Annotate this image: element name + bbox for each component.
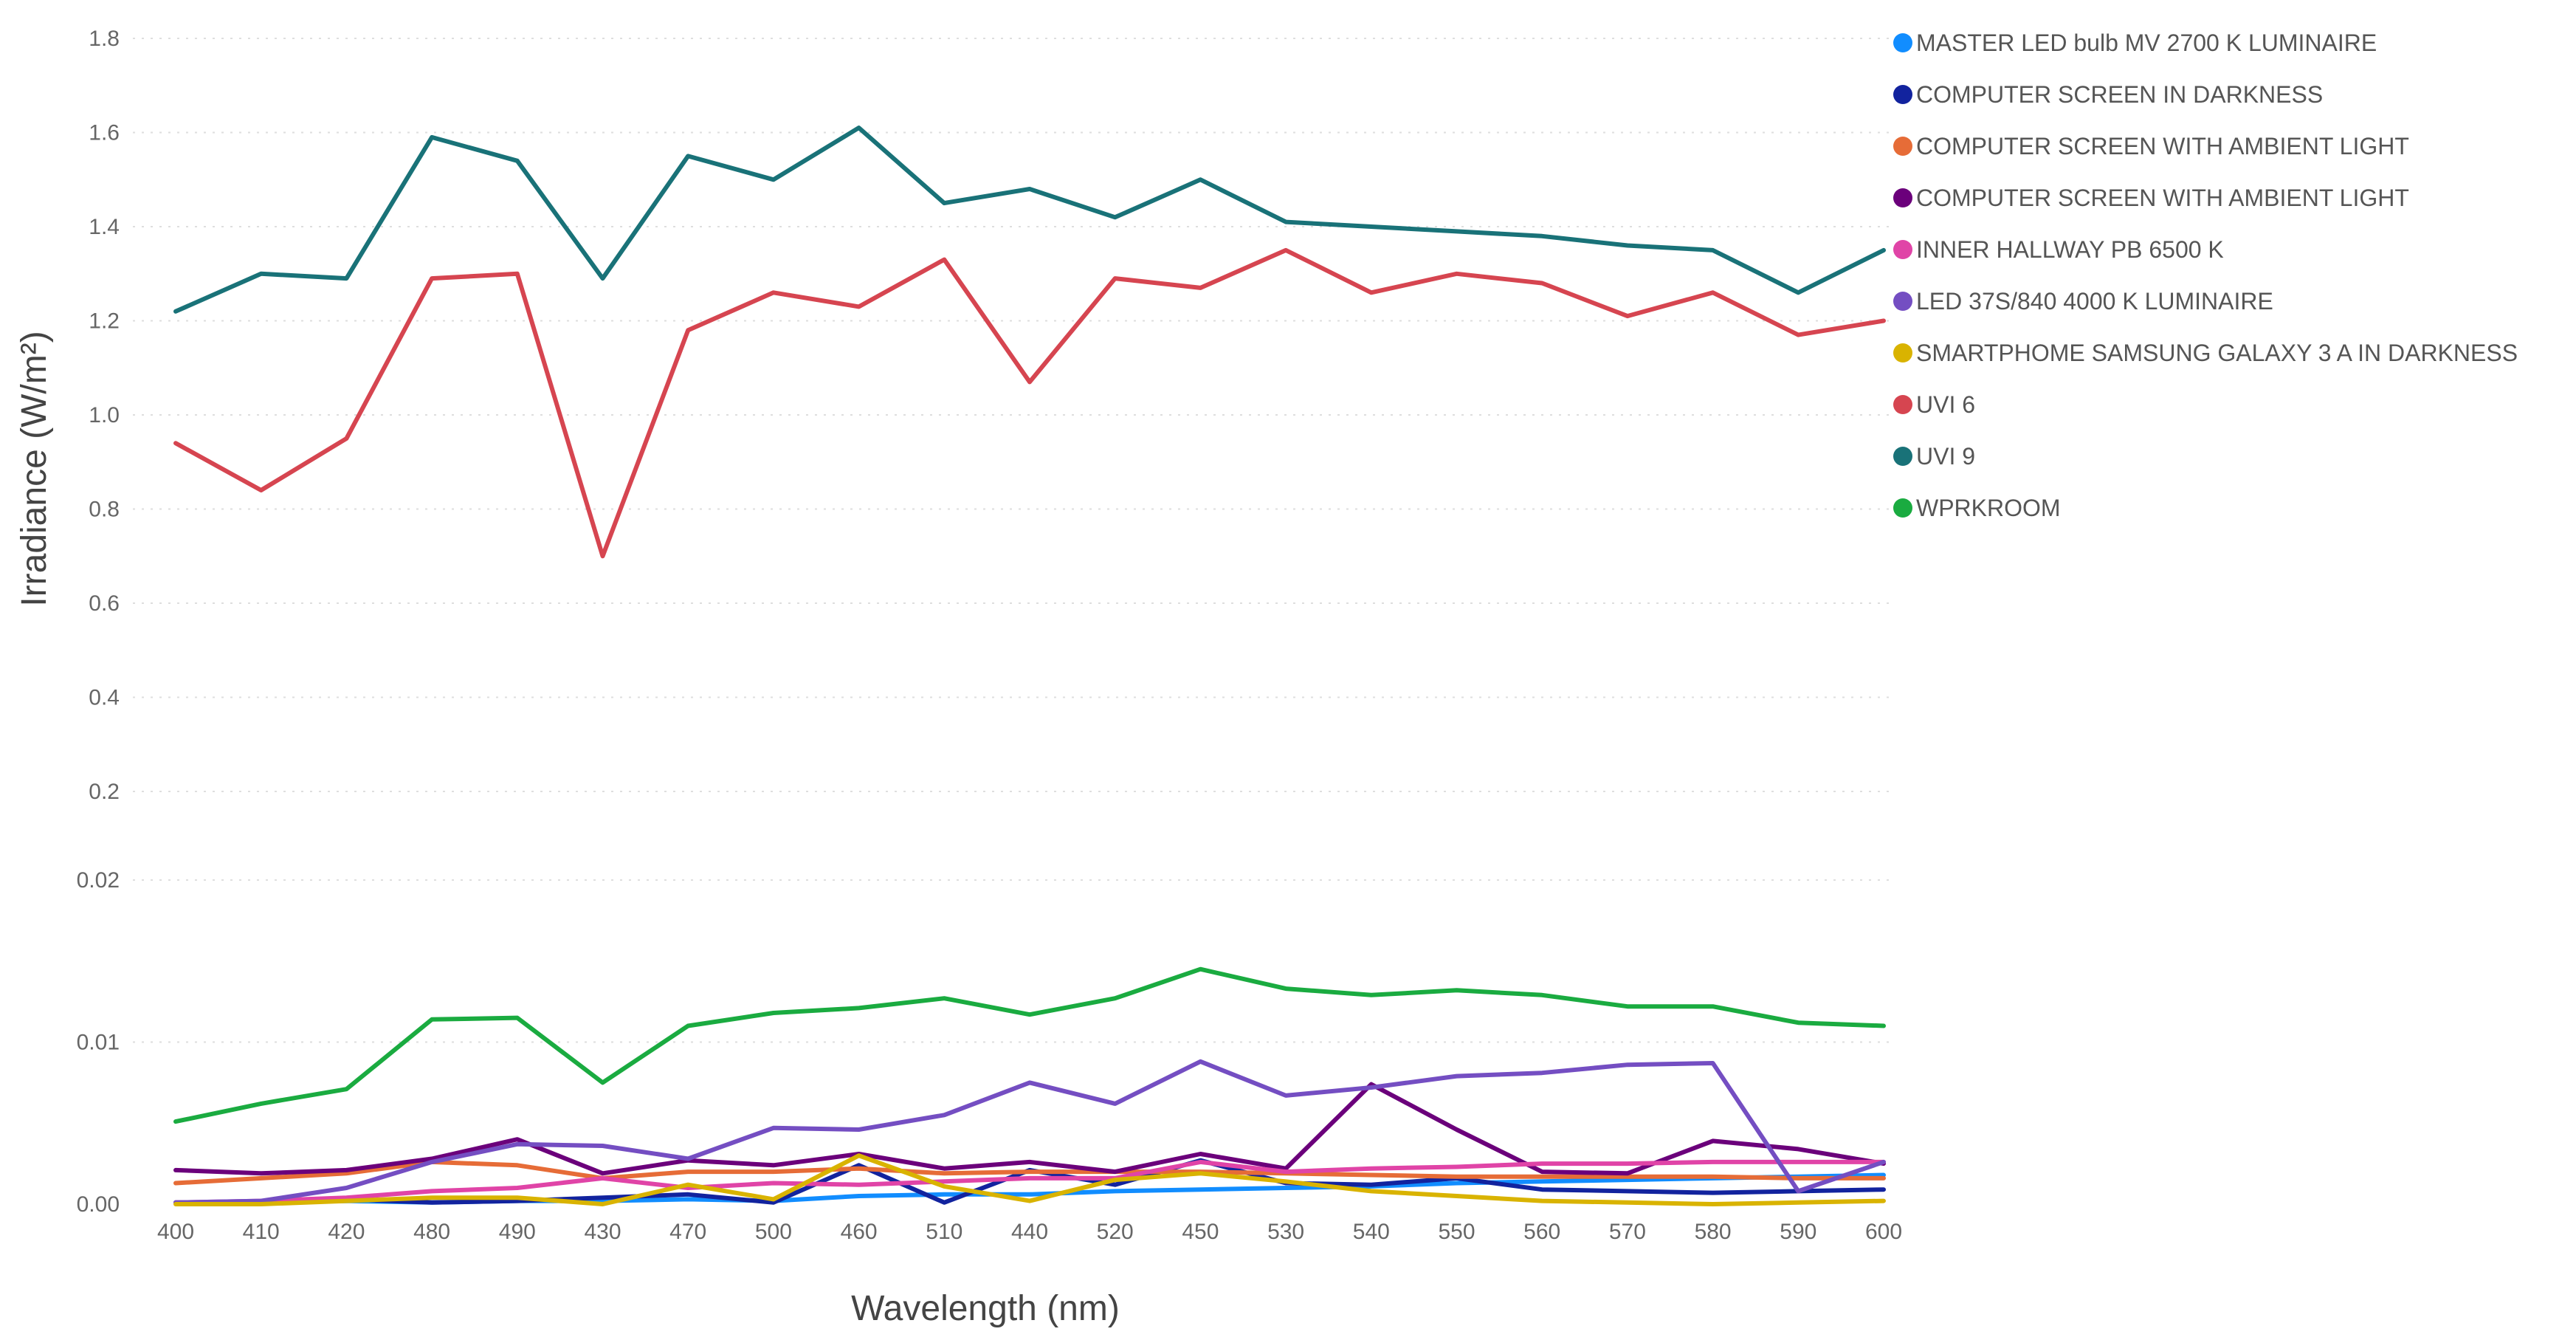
series-line-6[interactable] (173, 1059, 1886, 1205)
series-line-5[interactable] (173, 1159, 1886, 1205)
legend-item[interactable]: LED 37S/840 4000 K LUMINAIRE (1893, 288, 2273, 315)
legend-label: WPRKROOM (1916, 495, 2061, 521)
series-line-10[interactable] (173, 966, 1886, 1124)
legend-label: UVI 9 (1916, 443, 1975, 470)
y-tick-label: 0.02 (77, 868, 120, 893)
x-tick-label: 470 (669, 1220, 706, 1244)
legend-item[interactable]: INNER HALLWAY PB 6500 K (1893, 236, 2224, 263)
x-tick-label: 530 (1267, 1220, 1304, 1244)
legend-label: LED 37S/840 4000 K LUMINAIRE (1916, 288, 2273, 315)
x-tick-label: 440 (1011, 1220, 1048, 1244)
x-axis-ticks: 400 410 420 480 490 430 470 500 460 510 440 520 450 5… (157, 1220, 1902, 1244)
x-tick-label: 550 (1438, 1220, 1475, 1244)
legend-marker (1893, 240, 1912, 259)
x-tick-label: 420 (328, 1220, 365, 1244)
legend-marker (1893, 188, 1912, 207)
series-line-4[interactable] (173, 1082, 1886, 1176)
y-tick-label: 1.0 (89, 403, 120, 427)
x-tick-label: 480 (413, 1220, 450, 1244)
y-tick-label: 0.8 (89, 498, 120, 522)
x-tick-label: 540 (1353, 1220, 1390, 1244)
x-tick-label: 460 (841, 1220, 878, 1244)
y-tick-label: 0.2 (89, 780, 120, 804)
x-axis-title: Wavelength (nm) (851, 1289, 1120, 1328)
series-line-9[interactable] (173, 126, 1886, 314)
gridlines (133, 38, 1890, 1043)
legend-label: UVI 6 (1916, 391, 1975, 418)
legend-item[interactable]: MASTER LED bulb MV 2700 K LUMINAIRE (1893, 30, 2377, 56)
legend-label: INNER HALLWAY PB 6500 K (1916, 236, 2224, 263)
legend-item[interactable]: COMPUTER SCREEN WITH AMBIENT LIGHT (1893, 185, 2409, 211)
y-tick-label: 1.6 (89, 121, 120, 145)
legend-item[interactable]: SMARTPHOME SAMSUNG GALAXY 3 A IN DARKNES… (1893, 340, 2518, 366)
x-tick-label: 500 (755, 1220, 792, 1244)
x-tick-label: 580 (1695, 1220, 1732, 1244)
legend[interactable]: MASTER LED bulb MV 2700 K LUMINAIRE COMPU… (1893, 30, 2518, 521)
x-tick-label: 510 (926, 1220, 962, 1244)
y-axis-ticks: 0.2 0.4 0.6 0.8 1.0 1.2 1.4 1.6 1.8 0.00 0.01 0.02 (77, 27, 120, 1217)
x-tick-label: 430 (584, 1220, 621, 1244)
series-lines (173, 126, 1886, 1206)
x-tick-label: 560 (1523, 1220, 1560, 1244)
x-tick-label: 590 (1780, 1220, 1816, 1244)
y-tick-label: 0.00 (77, 1192, 120, 1217)
y-tick-label: 0.6 (89, 591, 120, 616)
legend-item[interactable]: WPRKROOM (1893, 495, 2061, 521)
legend-marker (1893, 447, 1912, 466)
legend-marker (1893, 292, 1912, 311)
legend-marker (1893, 33, 1912, 52)
legend-label: MASTER LED bulb MV 2700 K LUMINAIRE (1916, 30, 2377, 56)
series-line-3[interactable] (173, 1159, 1886, 1186)
legend-item[interactable]: COMPUTER SCREEN WITH AMBIENT LIGHT (1893, 133, 2409, 159)
y-axis-title: Irradiance (W/m²) (15, 331, 54, 606)
x-tick-label: 600 (1865, 1220, 1902, 1244)
x-tick-label: 400 (157, 1220, 194, 1244)
legend-item[interactable]: UVI 9 (1893, 443, 1975, 470)
y-tick-label: 1.4 (89, 215, 120, 239)
legend-marker (1893, 343, 1912, 363)
x-tick-label: 410 (243, 1220, 280, 1244)
legend-marker (1893, 85, 1912, 104)
y-tick-label: 1.2 (89, 309, 120, 334)
legend-marker (1893, 137, 1912, 156)
series-line-7[interactable] (173, 1153, 1886, 1206)
legend-marker (1893, 498, 1912, 518)
legend-item[interactable]: COMPUTER SCREEN IN DARKNESS (1893, 81, 2323, 108)
y-tick-label: 0.4 (89, 686, 120, 710)
x-tick-label: 490 (499, 1220, 536, 1244)
legend-label: SMARTPHOME SAMSUNG GALAXY 3 A IN DARKNES… (1916, 340, 2518, 366)
series-line-8[interactable] (173, 247, 1886, 559)
y-tick-label: 1.8 (89, 27, 120, 51)
x-tick-label: 450 (1182, 1220, 1219, 1244)
x-tick-label: 520 (1097, 1220, 1134, 1244)
x-tick-label: 570 (1609, 1220, 1646, 1244)
legend-item[interactable]: UVI 6 (1893, 391, 1975, 418)
y-tick-label: 0.01 (77, 1031, 120, 1055)
legend-label: COMPUTER SCREEN IN DARKNESS (1916, 81, 2323, 108)
legend-marker (1893, 395, 1912, 414)
legend-label: COMPUTER SCREEN WITH AMBIENT LIGHT (1916, 185, 2409, 211)
legend-label: COMPUTER SCREEN WITH AMBIENT LIGHT (1916, 133, 2409, 159)
